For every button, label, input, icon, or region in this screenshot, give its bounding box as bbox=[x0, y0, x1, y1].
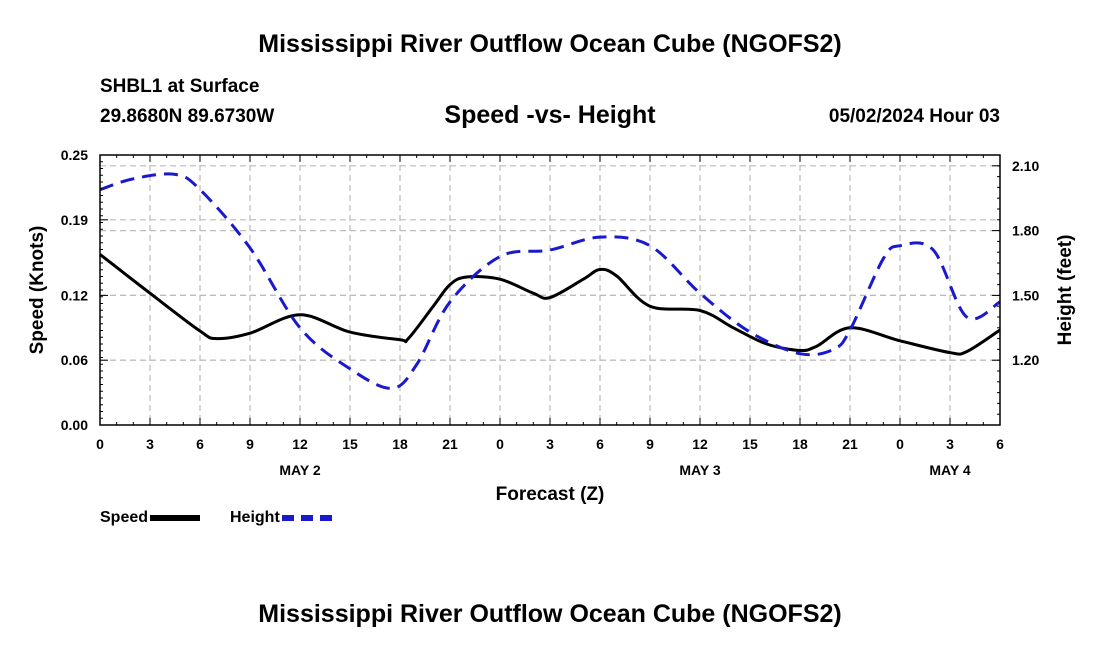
legend-speed-label: Speed bbox=[100, 509, 149, 526]
axis-ticks bbox=[99, 154, 1001, 426]
x-tick-label: 21 bbox=[442, 436, 458, 452]
y-axis-title: Speed (Knots) bbox=[27, 226, 48, 355]
x-tick-label: 18 bbox=[792, 436, 808, 452]
date-label: MAY 4 bbox=[929, 462, 970, 478]
x-tick-label: 3 bbox=[546, 436, 554, 452]
station-coordinates: 29.8680N 89.6730W bbox=[100, 106, 275, 127]
y-tick-label: 0.00 bbox=[61, 417, 88, 433]
x-tick-label: 0 bbox=[96, 436, 104, 452]
x-tick-label: 0 bbox=[896, 436, 904, 452]
legend-speed-swatch bbox=[150, 515, 201, 521]
legend-height: Height bbox=[230, 509, 332, 527]
legend-height-label: Height bbox=[230, 509, 280, 526]
forecast-datetime: 05/02/2024 Hour 03 bbox=[828, 106, 1000, 127]
x-tick-label: 12 bbox=[292, 436, 308, 452]
main-title: Mississippi River Outflow Ocean Cube (NG… bbox=[258, 30, 842, 58]
footer-title: Mississippi River Outflow Ocean Cube (NG… bbox=[258, 600, 842, 628]
y2-tick-label: 2.10 bbox=[1012, 158, 1039, 174]
x-tick-label: 9 bbox=[246, 436, 254, 452]
x-tick-label: 15 bbox=[742, 436, 758, 452]
chart-subtitle: Speed -vs- Height bbox=[444, 101, 656, 129]
x-tick-label: 15 bbox=[342, 436, 358, 452]
series-layer bbox=[99, 172, 1001, 390]
x-tick-label: 0 bbox=[496, 436, 504, 452]
station-label: SHBL1 at Surface bbox=[100, 76, 260, 97]
x-tick-label: 3 bbox=[146, 436, 154, 452]
series-line-height bbox=[99, 172, 1001, 390]
x-axis-title: Forecast (Z) bbox=[496, 484, 605, 505]
x-tick-label: 12 bbox=[692, 436, 708, 452]
date-label: MAY 2 bbox=[279, 462, 320, 478]
x-tick-label: 6 bbox=[196, 436, 204, 452]
x-tick-label: 6 bbox=[596, 436, 604, 452]
x-tick-label: 6 bbox=[996, 436, 1004, 452]
x-tick-label: 3 bbox=[946, 436, 954, 452]
y-tick-label: 0.12 bbox=[61, 287, 88, 303]
y2-axis-title: Height (feet) bbox=[1055, 235, 1076, 346]
axis-labels: 0 3 6 9 12 15 18 21 0 3 6 9 12 15 18 21 0 3 6 MAY 2 MAY 3 MAY… bbox=[61, 147, 1040, 478]
legend-speed: Speed bbox=[100, 509, 201, 527]
grid-lines bbox=[100, 155, 1000, 425]
x-tick-label: 9 bbox=[646, 436, 654, 452]
date-label: MAY 3 bbox=[679, 462, 720, 478]
y-tick-label: 0.06 bbox=[61, 352, 88, 368]
legend-height-swatch bbox=[281, 515, 332, 521]
y2-tick-label: 1.80 bbox=[1012, 223, 1039, 239]
x-tick-label: 21 bbox=[842, 436, 858, 452]
y-tick-label: 0.19 bbox=[61, 212, 88, 228]
y2-tick-label: 1.20 bbox=[1012, 352, 1039, 368]
y2-tick-label: 1.50 bbox=[1012, 287, 1039, 303]
x-tick-label: 18 bbox=[392, 436, 408, 452]
series-line-speed bbox=[99, 253, 1001, 356]
y-tick-label: 0.25 bbox=[61, 147, 88, 163]
